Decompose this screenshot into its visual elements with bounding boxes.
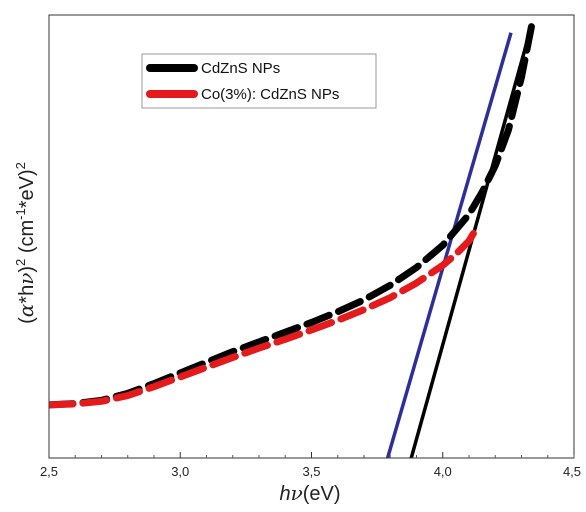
series-line-2	[49, 224, 481, 409]
legend-label-co-cdzns: Co(3%): CdZnS NPs	[201, 86, 339, 103]
x-tick-label-3: 3,5	[302, 464, 320, 479]
x-tick-label-1: 2,5	[40, 464, 58, 479]
legend-box	[141, 53, 377, 109]
x-tick-label-5: 4,5	[563, 464, 581, 479]
x-axis: 2,5 3,0 3,5 4,0 4,5	[40, 452, 581, 479]
x-axis-label: hν(eV)	[279, 481, 340, 505]
x-tick-label-2: 3,0	[171, 464, 189, 479]
legend-label-cdzns: CdZnS NPs	[201, 60, 280, 77]
x-tick-label-4: 4,0	[434, 464, 452, 479]
fit-line-2	[385, 32, 513, 458]
plot-area	[49, 20, 536, 458]
y-axis-label: (α*hν)2 (cm-1*eV)2	[13, 162, 38, 324]
legend: CdZnS NPs Co(3%): CdZnS NPs	[141, 53, 377, 109]
